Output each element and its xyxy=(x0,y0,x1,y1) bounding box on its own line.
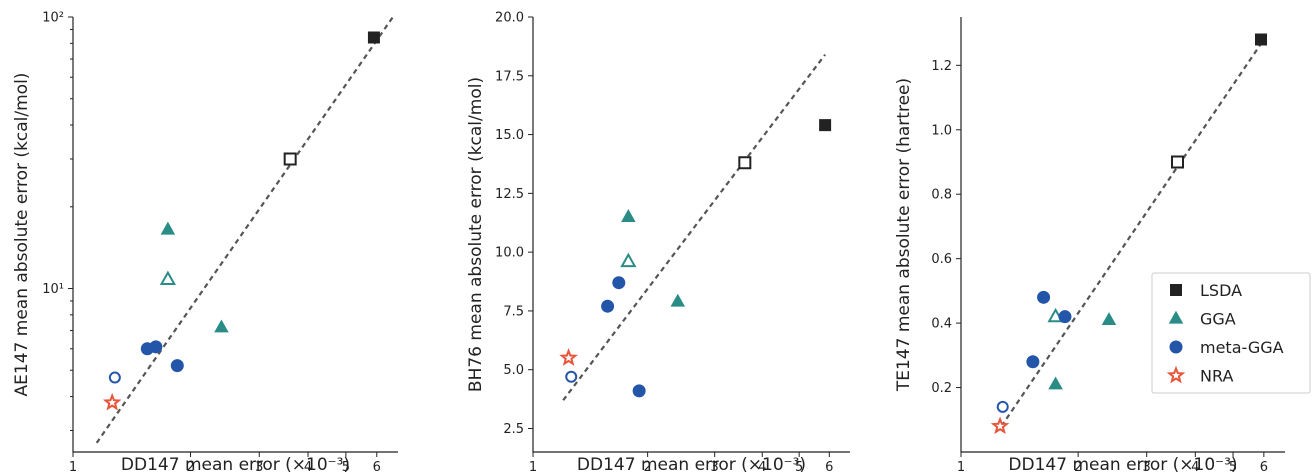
x-tick-label: 4 xyxy=(758,460,766,474)
panel-te147: 1 2 3 4 5 6 0.2 0.4 0.6 0.8 1.0 1.2 DD147 mean error… xyxy=(894,17,1285,474)
data-point-meta-gga xyxy=(1037,290,1051,304)
x-tick-label: 3 xyxy=(1143,460,1151,474)
fit-line xyxy=(562,53,826,401)
y-tick-label: 10.0 xyxy=(495,246,524,261)
data-point-meta-gga xyxy=(565,370,578,383)
x-tick-label: 4 xyxy=(1191,460,1199,474)
legend-box xyxy=(1151,272,1311,394)
x-axis-title: DD147 mean error (×10⁻³) xyxy=(121,455,350,474)
y-tick-label: 15.0 xyxy=(495,128,524,143)
data-point-nra xyxy=(559,348,578,366)
y-tick-label: 2.5 xyxy=(503,422,524,437)
y-tick-label: 10¹ xyxy=(42,282,64,297)
y-tick-label: 1.0 xyxy=(931,123,952,138)
legend-label: GGA xyxy=(1200,310,1236,329)
data-point-gga xyxy=(214,319,229,333)
data-point-gga xyxy=(159,270,176,286)
y-tick-label: 0.2 xyxy=(931,381,952,396)
legend-marker-gga xyxy=(1168,310,1184,324)
x-tick-label: 1 xyxy=(529,460,537,474)
y-tick-label: 7.5 xyxy=(503,304,524,319)
data-point-nra xyxy=(102,392,122,411)
data-point-meta-gga xyxy=(1026,355,1040,369)
data-point-gga xyxy=(1048,376,1063,390)
y-axis-title: TE147 mean absolute error (hartree) xyxy=(894,78,914,392)
panel-bh76: 1 2 3 4 5 6 2.5 5.0 7.5 10.0 12.5 15.0 17.5 20.0 DD147… xyxy=(466,11,850,474)
x-tick-label: 3 xyxy=(711,460,719,474)
data-point-lsda xyxy=(738,156,752,170)
y-tick-label: 0.6 xyxy=(931,252,952,267)
y-tick-label: 12.5 xyxy=(495,187,524,202)
y-axis-title: BH76 mean absolute error (kcal/mol) xyxy=(466,77,486,392)
legend-label: LSDA xyxy=(1200,281,1242,300)
x-tick-label: 5 xyxy=(1229,460,1237,474)
y-tick-label: 1.2 xyxy=(931,59,952,74)
legend-label: meta-GGA xyxy=(1200,338,1284,357)
x-tick-label: 4 xyxy=(304,460,312,474)
data-point-gga xyxy=(160,221,176,235)
data-point-meta-gga xyxy=(601,299,615,313)
panel-ae147: 1 2 3 4 5 6 10¹ 10² DD147 mean error (×10⁻³) AE14… xyxy=(12,11,398,474)
y-axis-title: AE147 mean absolute error (kcal/mol) xyxy=(12,73,32,397)
y-tick-label: 10² xyxy=(42,11,64,26)
data-point-nra xyxy=(990,416,1010,435)
data-point-lsda xyxy=(1171,155,1184,169)
fit-line xyxy=(95,16,394,444)
x-axis-title: DD147 mean error (×10⁻³) xyxy=(1008,455,1237,474)
legend: LSDA GGA meta-GGA NRA xyxy=(1151,272,1311,394)
y-tick-label: 0.8 xyxy=(931,188,952,203)
data-point-meta-gga xyxy=(149,340,163,354)
data-point-lsda xyxy=(819,119,832,132)
data-point-meta-gga xyxy=(996,400,1009,413)
y-tick-label: 0.4 xyxy=(931,317,952,332)
data-point-gga xyxy=(1101,312,1117,325)
x-tick-label: 1 xyxy=(957,460,965,474)
x-tick-label: 2 xyxy=(1074,460,1082,474)
x-tick-label: 6 xyxy=(825,460,833,474)
data-point-lsda xyxy=(367,31,380,44)
x-tick-label: 6 xyxy=(373,460,381,474)
x-axis-title: DD147 mean error (×10⁻³) xyxy=(577,455,806,474)
x-tick-label: 1 xyxy=(69,460,77,474)
data-point-meta-gga xyxy=(1058,310,1072,324)
y-tick-label: 17.5 xyxy=(495,69,524,84)
x-tick-label: 2 xyxy=(643,460,651,474)
legend-marker-lsda xyxy=(1170,284,1182,296)
y-tick-label: 20.0 xyxy=(495,11,524,26)
data-point-meta-gga xyxy=(612,276,626,290)
x-tick-label: 6 xyxy=(1260,460,1268,474)
data-point-lsda xyxy=(283,152,297,166)
data-point-gga xyxy=(670,293,686,307)
legend-marker-meta-gga xyxy=(1169,340,1183,354)
legend-label: NRA xyxy=(1200,367,1233,386)
fit-line xyxy=(1000,38,1265,427)
data-point-gga xyxy=(621,209,636,222)
data-point-meta-gga xyxy=(170,359,184,373)
data-point-meta-gga xyxy=(108,371,121,384)
x-tick-label: 5 xyxy=(795,460,803,474)
data-point-gga xyxy=(620,252,637,268)
x-tick-label: 3 xyxy=(255,460,263,474)
y-tick-label: 5.0 xyxy=(503,363,524,378)
x-tick-label: 2 xyxy=(186,460,194,474)
data-point-meta-gga xyxy=(632,384,646,398)
x-tick-label: 5 xyxy=(342,460,350,474)
data-point-lsda xyxy=(1255,33,1267,46)
legend-marker-nra xyxy=(1166,365,1186,384)
